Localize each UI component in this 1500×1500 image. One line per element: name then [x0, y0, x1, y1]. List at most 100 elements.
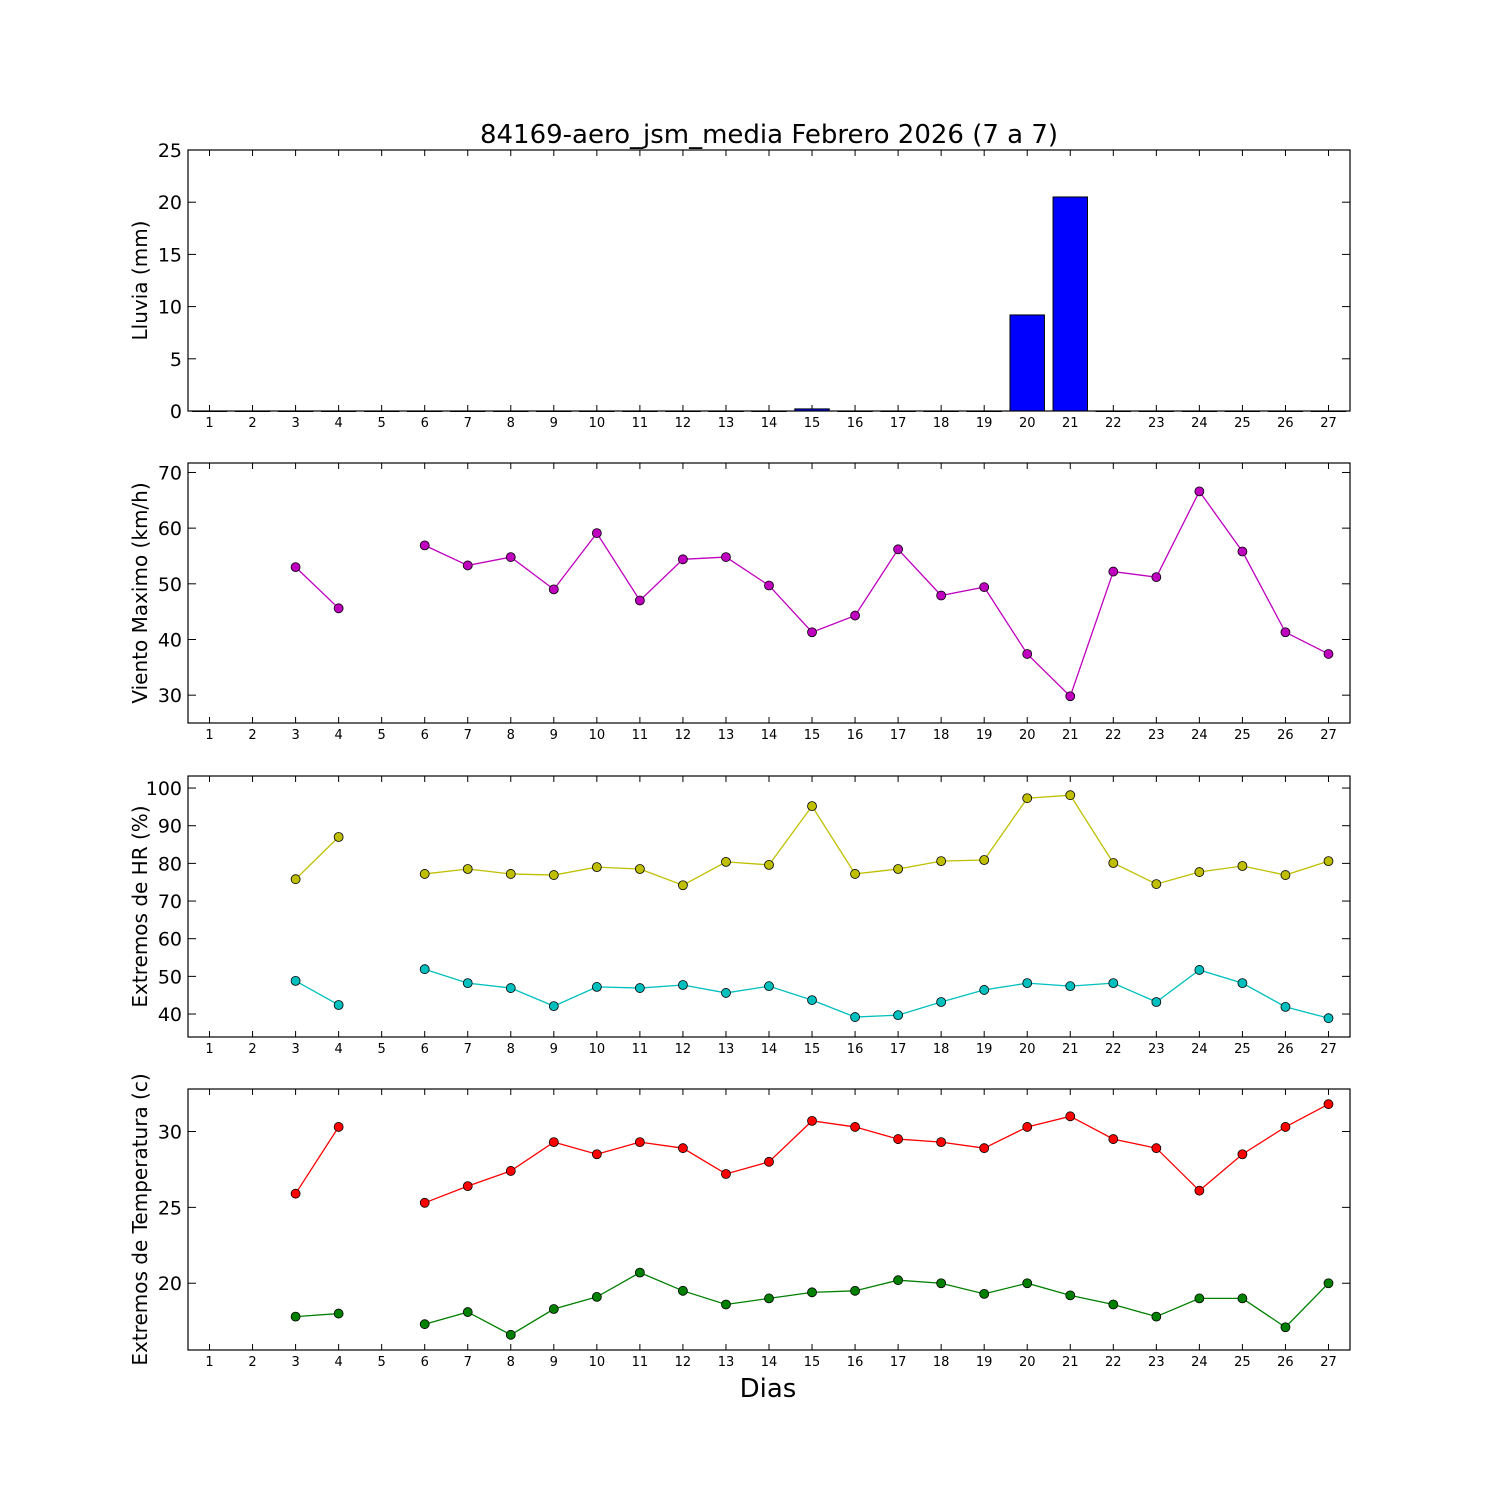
x-tick-label: 17	[890, 728, 907, 743]
data-point	[850, 1012, 860, 1022]
x-tick-label: 17	[890, 1042, 907, 1057]
data-point	[764, 1156, 774, 1167]
data-point	[462, 1307, 473, 1317]
x-tick-label: 13	[718, 1355, 735, 1370]
y-tick-label: 10	[158, 297, 182, 319]
data-point	[721, 856, 731, 867]
data-point	[591, 528, 602, 539]
x-tick-label: 7	[464, 416, 472, 431]
x-tick-label: 15	[804, 1355, 821, 1370]
x-tick-label: 24	[1191, 416, 1208, 431]
x-tick-label: 15	[804, 416, 821, 431]
x-tick-label: 8	[507, 1042, 515, 1057]
x-tick-label: 14	[761, 728, 778, 743]
data-point	[1323, 1278, 1334, 1289]
y-tick-label: 30	[158, 1121, 182, 1143]
data-point	[721, 1169, 731, 1179]
x-tick-label: 8	[507, 728, 515, 743]
data-point	[1022, 978, 1033, 989]
data-point	[936, 997, 947, 1007]
x-tick-label: 3	[291, 728, 299, 743]
data-point	[764, 981, 774, 992]
x-tick-label: 1	[205, 1042, 213, 1057]
y-axis-label: Lluvia (mm)	[128, 221, 152, 341]
data-point	[1108, 1299, 1119, 1310]
data-point	[1065, 1111, 1076, 1122]
series-line-viento-maximo	[424, 490, 1329, 698]
y-axis-label: Extremos de Temperatura (c)	[128, 1073, 152, 1365]
x-tick-label: 1	[205, 1355, 213, 1370]
x-tick-label: 19	[976, 1042, 993, 1057]
data-point	[893, 1275, 904, 1286]
x-tick-label: 24	[1191, 1355, 1208, 1370]
data-point	[1151, 997, 1162, 1007]
data-point	[505, 552, 516, 562]
y-axis-label: Viento Maximo (km/h)	[128, 482, 152, 703]
x-tick-label: 6	[421, 728, 429, 743]
data-point	[505, 1329, 516, 1340]
axes-frame	[187, 775, 1351, 1038]
x-tick-label: 4	[334, 1355, 342, 1370]
x-tick-label: 6	[421, 416, 429, 431]
x-tick-label: 4	[334, 1042, 342, 1057]
x-tick-label: 13	[718, 1042, 735, 1057]
x-tick-label: 9	[550, 728, 558, 743]
data-point	[807, 1115, 817, 1126]
x-tick-label: 20	[1019, 728, 1036, 743]
data-point	[1280, 1122, 1291, 1132]
x-tick-label: 22	[1105, 728, 1122, 743]
x-tick-label: 10	[589, 728, 606, 743]
x-tick-label: 14	[761, 1355, 778, 1370]
data-point	[1323, 649, 1334, 659]
data-point	[850, 1122, 860, 1132]
data-point	[1065, 691, 1076, 702]
x-tick-label: 16	[847, 1355, 864, 1370]
x-tick-label: 13	[718, 728, 735, 743]
x-tick-label: 16	[847, 1042, 864, 1057]
y-axis-label: Extremos de HR (%)	[128, 805, 152, 1007]
x-axis-label: Dias	[740, 1374, 797, 1404]
x-tick-label: 6	[421, 1355, 429, 1370]
data-point	[419, 869, 430, 879]
data-point	[807, 801, 817, 812]
x-tick-label: 27	[1320, 1355, 1337, 1370]
data-point	[850, 610, 860, 621]
data-point	[505, 983, 516, 993]
y-tick-label: 50	[158, 966, 182, 988]
data-point	[936, 590, 947, 601]
data-point	[419, 540, 430, 551]
data-point	[1237, 861, 1248, 871]
x-tick-label: 9	[550, 1042, 558, 1057]
data-point	[807, 995, 817, 1005]
x-tick-label: 3	[291, 416, 299, 431]
x-tick-label: 26	[1277, 1355, 1294, 1370]
data-point	[634, 1267, 645, 1278]
data-point	[1108, 858, 1119, 868]
x-tick-label: 20	[1019, 416, 1036, 431]
series-line-hr-min	[295, 980, 339, 1006]
y-tick-label: 0	[170, 401, 182, 423]
y-tick-label: 40	[158, 1004, 182, 1026]
data-point	[979, 582, 990, 593]
x-tick-label: 27	[1320, 1042, 1337, 1057]
x-tick-label: 22	[1105, 1355, 1122, 1370]
data-point	[548, 1304, 559, 1314]
data-point	[290, 874, 301, 885]
x-tick-label: 26	[1277, 416, 1294, 431]
x-tick-label: 10	[589, 1355, 606, 1370]
x-tick-label: 6	[421, 1042, 429, 1057]
x-tick-label: 12	[675, 728, 692, 743]
x-tick-label: 9	[550, 1355, 558, 1370]
x-tick-label: 11	[632, 416, 649, 431]
data-point	[1280, 870, 1291, 880]
data-point	[1108, 566, 1119, 577]
data-point	[1194, 867, 1205, 877]
x-tick-label: 21	[1062, 416, 1079, 431]
data-point	[893, 1134, 904, 1144]
data-point	[678, 1143, 688, 1154]
x-tick-label: 18	[933, 416, 950, 431]
x-tick-label: 26	[1277, 1042, 1294, 1057]
